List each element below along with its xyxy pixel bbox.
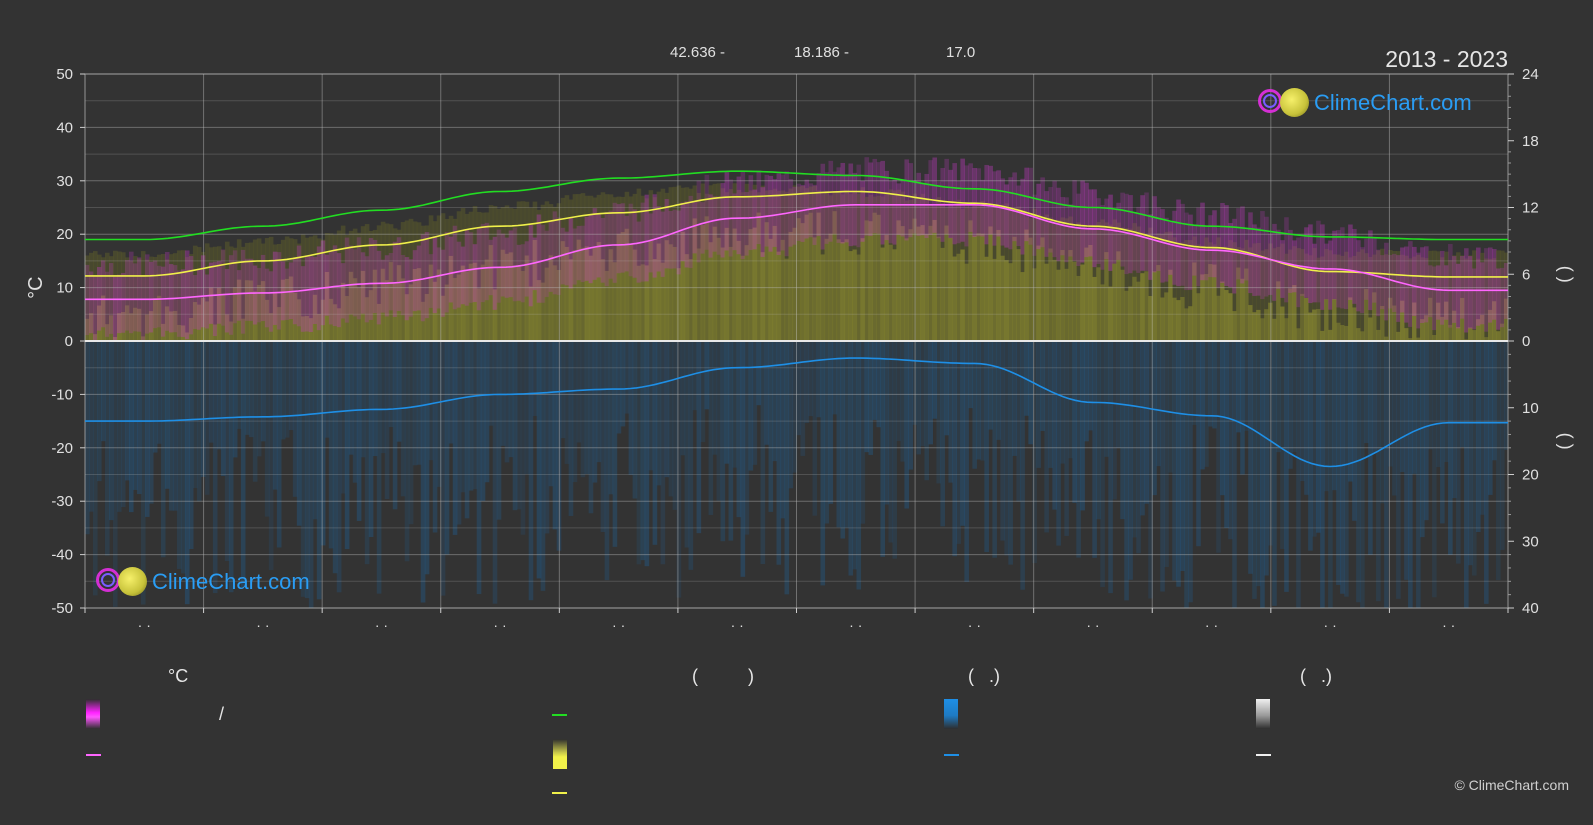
legend-swatch-precip-mean [944, 754, 959, 756]
x-tick-label: · · [493, 617, 506, 633]
right-bottom-tick-label: 30 [1522, 533, 1539, 550]
left-tick-label: -20 [51, 440, 73, 457]
right-bottom-tick-label: 10 [1522, 400, 1539, 417]
right-top-axis-label: ( ) [1556, 266, 1576, 283]
series-line-temp_mean [85, 204, 1508, 301]
header-stat-2: 18.186 - [794, 44, 850, 61]
legend-swatch-sunshine-mean [552, 792, 567, 794]
left-tick-label: -30 [51, 493, 73, 510]
logo-text: ClimeChart.com [152, 569, 310, 594]
legend-swatch-snow-mean [1256, 754, 1271, 756]
date-range: 2013 - 2023 [1385, 46, 1508, 72]
right-bottom-axis-label: ( ) [1556, 433, 1576, 450]
legend-swatch-temp-mean [86, 754, 101, 756]
series-line-precipitation [85, 357, 1508, 468]
climechart-logo-icon [1258, 88, 1310, 118]
series-line-daylight [85, 170, 1508, 241]
header-stat-1: 42.636 - [670, 44, 726, 61]
x-tick-label: · · [731, 617, 744, 633]
x-tick-label: · · [849, 617, 862, 633]
copyright: © ClimeChart.com [1454, 777, 1569, 793]
right-top-tick-label: 12 [1522, 200, 1539, 217]
x-tick-label: · · [138, 617, 151, 633]
legend-header-snow: ( .) [1300, 666, 1332, 686]
right-top-tick-label: 24 [1522, 66, 1539, 83]
left-tick-label: 20 [56, 226, 73, 243]
left-tick-label: 30 [56, 173, 73, 190]
left-tick-label: 0 [65, 333, 73, 350]
right-bottom-tick-label: 40 [1522, 600, 1539, 617]
legend-swatch-precip-range [944, 699, 958, 729]
left-tick-label: 10 [56, 280, 73, 297]
legend-swatch-daylight [552, 714, 567, 716]
legend-header-daylight: ( ) [692, 666, 754, 686]
x-tick-label: · · [256, 617, 269, 633]
left-tick-label: -50 [51, 600, 73, 617]
grid-lines [84, 73, 1509, 609]
logo-text: ClimeChart.com [1314, 90, 1472, 115]
x-tick-label: · · [1324, 617, 1337, 633]
legend-swatch-sunshine-range [553, 739, 567, 769]
legend-text-temp-range: / [219, 704, 225, 724]
legend-header-precipitation: ( .) [968, 666, 1000, 686]
left-axis-label: °C [25, 276, 47, 298]
legend-swatch-snow-range [1256, 699, 1270, 729]
x-tick-label: · · [375, 617, 388, 633]
left-tick-label: 40 [56, 119, 73, 136]
left-tick-label: -10 [51, 386, 73, 403]
legend-swatch-temp-range [86, 699, 100, 729]
right-top-tick-label: 0 [1522, 333, 1530, 350]
x-tick-label: · · [1442, 617, 1455, 633]
x-tick-label: · · [612, 617, 625, 633]
logo-top: ClimeChart.com [1258, 88, 1472, 118]
x-tick-label: · · [968, 617, 981, 633]
right-top-tick-label: 18 [1522, 133, 1539, 150]
left-tick-label: 50 [56, 66, 73, 83]
right-bottom-tick-label: 20 [1522, 467, 1539, 484]
right-top-tick-label: 6 [1522, 266, 1530, 283]
x-tick-label: · · [1086, 617, 1099, 633]
legend-header-temperature: °C [168, 666, 189, 686]
left-tick-label: -40 [51, 547, 73, 564]
x-tick-label: · · [1205, 617, 1218, 633]
logo-bottom: ClimeChart.com [96, 567, 310, 597]
climechart-logo-icon [96, 567, 148, 597]
header-stat-3: 17.0 [946, 44, 976, 61]
